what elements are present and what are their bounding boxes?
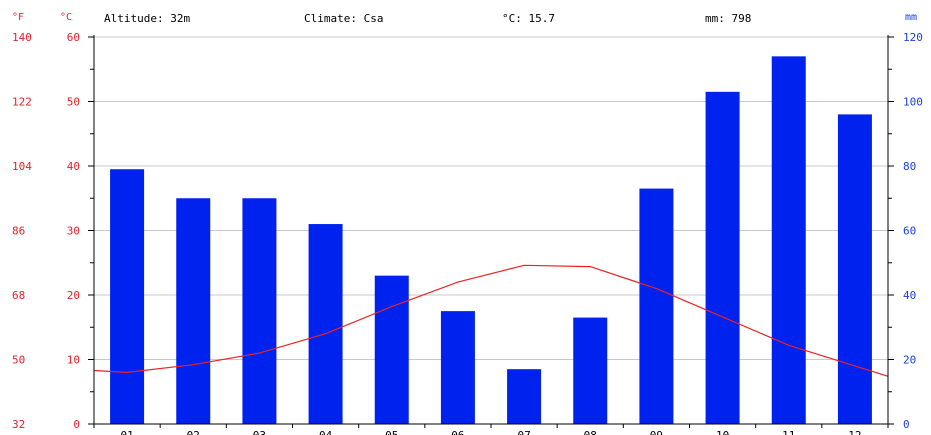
month-label-04: 04 [319, 429, 333, 435]
fahrenheit-unit-label: °F [12, 12, 24, 23]
precipitation-bar-01 [110, 169, 145, 424]
fahrenheit-tick-label: 140 [12, 31, 32, 44]
precipitation-bar-07 [507, 369, 542, 424]
precipitation-bar-09 [639, 188, 674, 424]
month-label-01: 01 [120, 429, 133, 435]
month-label-11: 11 [782, 429, 795, 435]
precipitation-bar-05 [374, 275, 409, 424]
precipitation-bar-03 [242, 198, 277, 424]
month-label-07: 07 [517, 429, 530, 435]
month-label-12: 12 [848, 429, 861, 435]
celsius-tick-label: 50 [67, 96, 80, 109]
axes [88, 35, 894, 428]
total-precipitation-label: mm: 798 [705, 12, 751, 25]
celsius-unit-label: °C [60, 12, 72, 23]
fahrenheit-tick-label: 122 [12, 96, 32, 109]
precipitation-bar-08 [573, 317, 608, 424]
celsius-tick-label: 0 [73, 418, 80, 431]
month-label-10: 10 [716, 429, 729, 435]
altitude-label: Altitude: 32m [104, 12, 190, 25]
month-label-09: 09 [650, 429, 663, 435]
avg-temperature-label: °C: 15.7 [502, 12, 555, 25]
month-label-05: 05 [385, 429, 398, 435]
celsius-tick-label: 10 [67, 354, 80, 367]
celsius-tick-label: 60 [67, 31, 80, 44]
tick-labels: 140 60 120 122 50 100 104 40 80 86 30 60 68 20 40 50 10 2… [12, 31, 923, 431]
precipitation-bar-02 [176, 198, 211, 424]
mm-tick-label: 80 [903, 160, 916, 173]
precipitation-bar-12 [837, 114, 872, 425]
fahrenheit-tick-label: 68 [12, 289, 25, 302]
month-label-03: 03 [253, 429, 266, 435]
mm-tick-label: 40 [903, 289, 916, 302]
mm-tick-label: 0 [903, 418, 910, 431]
gridlines [94, 36, 888, 360]
precipitation-bar-10 [705, 91, 740, 424]
mm-tick-label: 60 [903, 225, 916, 238]
climate-label: Climate: Csa [304, 12, 383, 25]
temperature-line [93, 264, 889, 377]
month-label-02: 02 [187, 429, 200, 435]
celsius-tick-label: 40 [67, 160, 80, 173]
mm-unit-label: mm [905, 12, 917, 23]
fahrenheit-tick-label: 104 [12, 160, 32, 173]
celsius-tick-label: 20 [67, 289, 80, 302]
precipitation-bar-11 [771, 56, 806, 424]
temperature-polyline [93, 264, 889, 377]
precipitation-bars [110, 56, 872, 425]
fahrenheit-tick-label: 50 [12, 354, 25, 367]
month-label-08: 08 [584, 429, 597, 435]
mm-tick-label: 20 [903, 354, 916, 367]
mm-tick-label: 100 [903, 96, 923, 109]
precipitation-bar-04 [308, 224, 343, 424]
fahrenheit-tick-label: 86 [12, 225, 25, 238]
mm-tick-label: 120 [903, 31, 923, 44]
month-label-06: 06 [451, 429, 464, 435]
fahrenheit-tick-label: 32 [12, 418, 25, 431]
precipitation-bar-06 [440, 311, 475, 424]
month-labels: 01 02 03 04 05 06 07 08 09 10 11 12 [120, 429, 861, 435]
celsius-tick-label: 30 [67, 225, 80, 238]
